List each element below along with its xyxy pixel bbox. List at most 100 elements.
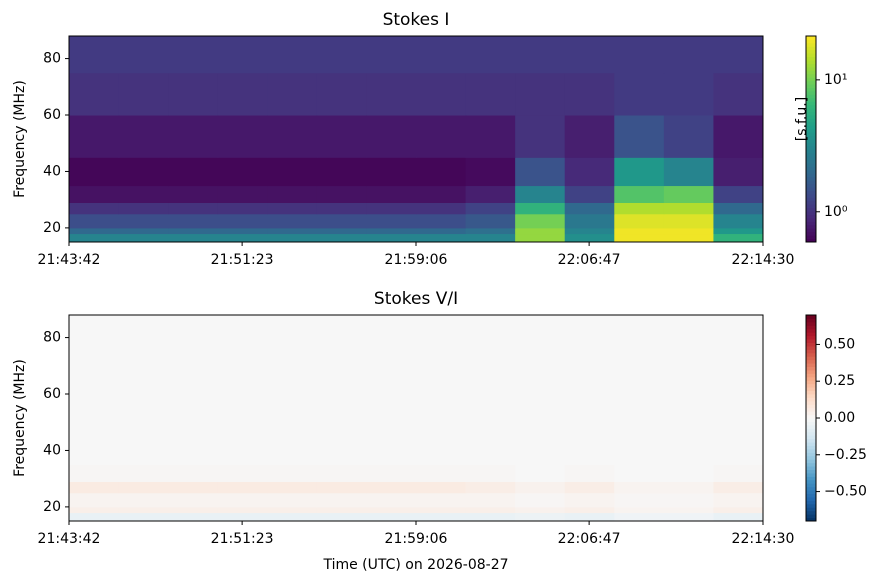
heatmap-cell (316, 506, 367, 514)
heatmap-cell (465, 213, 516, 229)
heatmap-cell (168, 512, 219, 522)
colorbar-step (806, 66, 816, 71)
heatmap-cell (217, 72, 268, 116)
colorbar-step (806, 428, 816, 433)
heatmap-cell (168, 36, 219, 74)
heatmap-cell (69, 185, 120, 203)
x-tick-label: 21:51:23 (211, 531, 274, 547)
heatmap-cell (217, 157, 268, 187)
x-tick-label: 21:43:42 (38, 252, 101, 268)
heatmap-cell (69, 464, 120, 482)
heatmap-cell (217, 115, 268, 158)
heatmap-cell (118, 351, 169, 395)
heatmap-cell (515, 36, 566, 74)
colorbar-step (806, 496, 816, 501)
colorbar-step (806, 380, 816, 385)
x-tick-label: 21:59:06 (385, 531, 448, 547)
colorbar-step (806, 70, 816, 75)
colorbar-step (806, 514, 816, 519)
heatmap-cell (267, 506, 318, 514)
heatmap-cell (366, 213, 417, 229)
heatmap-cell (614, 351, 665, 395)
heatmap-cell (118, 481, 169, 494)
colorbar-step (806, 180, 816, 185)
colorbar-step (806, 455, 816, 460)
colorbar-step (806, 387, 816, 392)
heatmap-cell (316, 227, 367, 235)
colorbar-step (806, 132, 816, 137)
heatmap-cell (713, 481, 764, 494)
colorbar-step (806, 503, 816, 508)
colorbar-step (806, 452, 816, 457)
heatmap-cell (217, 213, 268, 229)
heatmap-cell (614, 157, 665, 187)
heatmap-cell (267, 512, 318, 522)
colorbar-step (806, 390, 816, 395)
heatmap-cell (366, 227, 417, 235)
colorbar-step (806, 435, 816, 440)
heatmap-cell (713, 351, 764, 395)
heatmap-cell (614, 436, 665, 466)
heatmap-cell (217, 394, 268, 437)
colorbar-step (806, 193, 816, 198)
heatmap-cell (416, 157, 467, 187)
heatmap-cell (118, 315, 169, 353)
colorbar-step (806, 152, 816, 157)
colorbar-step (806, 97, 816, 102)
heatmap-cell (416, 185, 467, 203)
heatmap-cell (267, 315, 318, 353)
colorbar-step (806, 238, 816, 243)
heatmap-cell (217, 436, 268, 466)
heatmap-cell (118, 115, 169, 158)
heatmap-cell (416, 464, 467, 482)
colorbar-step (806, 200, 816, 205)
heatmap-cell (465, 233, 516, 243)
heatmap-cell (416, 315, 467, 353)
heatmap-cell (614, 115, 665, 158)
heatmap-cell (316, 36, 367, 74)
y-tick-label: 60 (43, 386, 61, 402)
heatmap-cell (515, 233, 566, 243)
heatmap-cell (69, 213, 120, 229)
colorbar-step (806, 56, 816, 61)
heatmap-cell (564, 185, 615, 203)
colorbar-step (806, 159, 816, 164)
heatmap-cell (564, 492, 615, 508)
heatmap-cell (465, 464, 516, 482)
heatmap-cell (168, 185, 219, 203)
colorbar-tick-label: 0.00 (824, 410, 855, 426)
heatmap-cell (416, 72, 467, 116)
heatmap-cell (316, 115, 367, 158)
heatmap-cell (69, 157, 120, 187)
heatmap-cell (118, 436, 169, 466)
heatmap-cell (614, 492, 665, 508)
heatmap-cell (515, 72, 566, 116)
heatmap-cell (217, 481, 268, 494)
heatmap-cell (316, 72, 367, 116)
heatmap-cell (69, 506, 120, 514)
colorbar-step (806, 424, 816, 429)
heatmap-cell (515, 512, 566, 522)
y-tick-label: 20 (43, 220, 61, 236)
x-tick-label: 21:51:23 (211, 252, 274, 268)
heatmap-cell (118, 202, 169, 215)
heatmap-cell (217, 512, 268, 522)
heatmap-cell (515, 464, 566, 482)
colorbar-step (806, 128, 816, 133)
colorbar-step (806, 214, 816, 219)
heatmap-cell (663, 213, 714, 229)
colorbar-step (806, 145, 816, 150)
heatmap-cell (366, 394, 417, 437)
colorbar-step (806, 235, 816, 240)
colorbar-step (806, 445, 816, 450)
colorbar-step (806, 231, 816, 236)
heatmap-cell (465, 315, 516, 353)
heatmap-cell (663, 436, 714, 466)
heatmap-cell (168, 115, 219, 158)
heatmap-cell (366, 436, 417, 466)
heatmap-cell (267, 115, 318, 158)
heatmap-cell (614, 185, 665, 203)
colorbar-step (806, 111, 816, 116)
heatmap-cell (515, 492, 566, 508)
colorbar-step (806, 345, 816, 350)
